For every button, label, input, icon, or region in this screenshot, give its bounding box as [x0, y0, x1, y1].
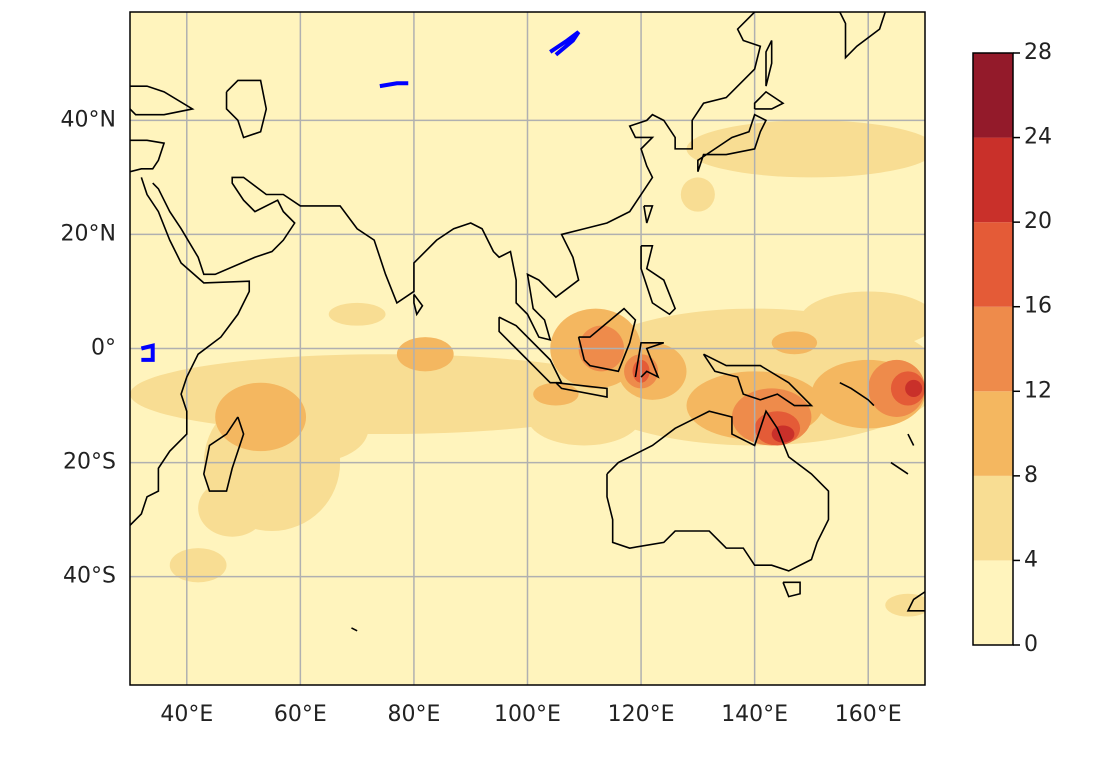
coastline: [839, 382, 875, 407]
coastline: [606, 409, 830, 572]
x-tick-label: 120°E: [608, 702, 675, 727]
coastlines: [130, 12, 925, 632]
coastline: [225, 79, 268, 139]
coastline: [130, 139, 166, 173]
contour-fill: [686, 120, 925, 178]
coastline: [907, 433, 915, 446]
colorbar-segment: [973, 53, 1013, 138]
coastline: [130, 85, 195, 116]
lake: [140, 343, 155, 362]
coastline: [782, 581, 801, 598]
lake: [379, 81, 409, 89]
x-tick-label: 80°E: [387, 702, 440, 727]
contour-fill: [905, 379, 923, 397]
colorbar-tick-label: 20: [1024, 209, 1052, 234]
x-tick-label: 160°E: [835, 702, 902, 727]
coastline: [697, 113, 768, 172]
coastline: [702, 353, 814, 407]
coastline: [555, 381, 608, 398]
contour-fill: [680, 177, 715, 212]
y-tick-label: 0°: [91, 336, 116, 361]
contour-fill: [800, 291, 925, 349]
colorbar-segment: [973, 306, 1013, 392]
contour-fill: [885, 593, 925, 617]
lake: [549, 30, 581, 57]
coastline: [640, 245, 677, 316]
coastline: [765, 40, 773, 87]
colorbar-tick-label: 8: [1024, 463, 1038, 488]
contour-fill: [328, 302, 386, 326]
colorbar-tick-label: 16: [1024, 294, 1052, 319]
y-tick-label: 40°S: [63, 564, 116, 589]
colorbar-tick-label: 12: [1024, 378, 1052, 403]
y-tick-label: 20°N: [61, 221, 116, 246]
x-tick-label: 100°E: [494, 702, 561, 727]
colorbar-segment: [973, 560, 1013, 645]
colorbar-tick-label: 0: [1024, 632, 1038, 657]
colorbar-segment: [973, 475, 1013, 561]
coastline: [351, 627, 358, 632]
colorbar-segment: [973, 222, 1013, 307]
x-tick-label: 60°E: [274, 702, 327, 727]
colorbar: 0 4 8 12 16 20 24 28: [972, 40, 1052, 657]
x-tick-label: 40°E: [160, 702, 213, 727]
colorbar-tick-label: 28: [1024, 40, 1052, 65]
contour-fill: [198, 479, 267, 537]
colorbar-segment: [973, 137, 1013, 223]
contour-fill: [771, 425, 795, 443]
coastline: [130, 177, 251, 526]
contour-fill: [396, 337, 454, 372]
coastline: [906, 590, 925, 612]
coastline: [753, 90, 785, 110]
contour-fill: [533, 382, 579, 406]
coastline: [413, 293, 424, 317]
coastline: [890, 461, 909, 475]
colorbar-tick-label: 24: [1024, 125, 1052, 150]
coastline: [577, 307, 637, 373]
contour-fill: [169, 548, 227, 583]
colorbar-tick-label: 4: [1024, 547, 1038, 572]
coastline: [634, 341, 665, 379]
coastline: [498, 316, 563, 384]
coastline: [643, 205, 654, 224]
x-tick-label: 140°E: [721, 702, 788, 727]
y-tick-label: 20°S: [63, 450, 116, 475]
colorbar-frame: [972, 52, 1014, 646]
axis-labels: 40°E 60°E 80°E 100°E 120°E 140°E 160°E 40°N 20°N…: [61, 107, 902, 727]
coastline: [202, 416, 245, 492]
map-frame: [129, 11, 926, 686]
graticule: [130, 12, 925, 685]
y-tick-label: 40°N: [61, 107, 116, 132]
contour-fill: [771, 331, 818, 355]
contour-fill: [215, 382, 307, 452]
coastline: [152, 12, 887, 342]
colorbar-segment: [973, 391, 1013, 476]
